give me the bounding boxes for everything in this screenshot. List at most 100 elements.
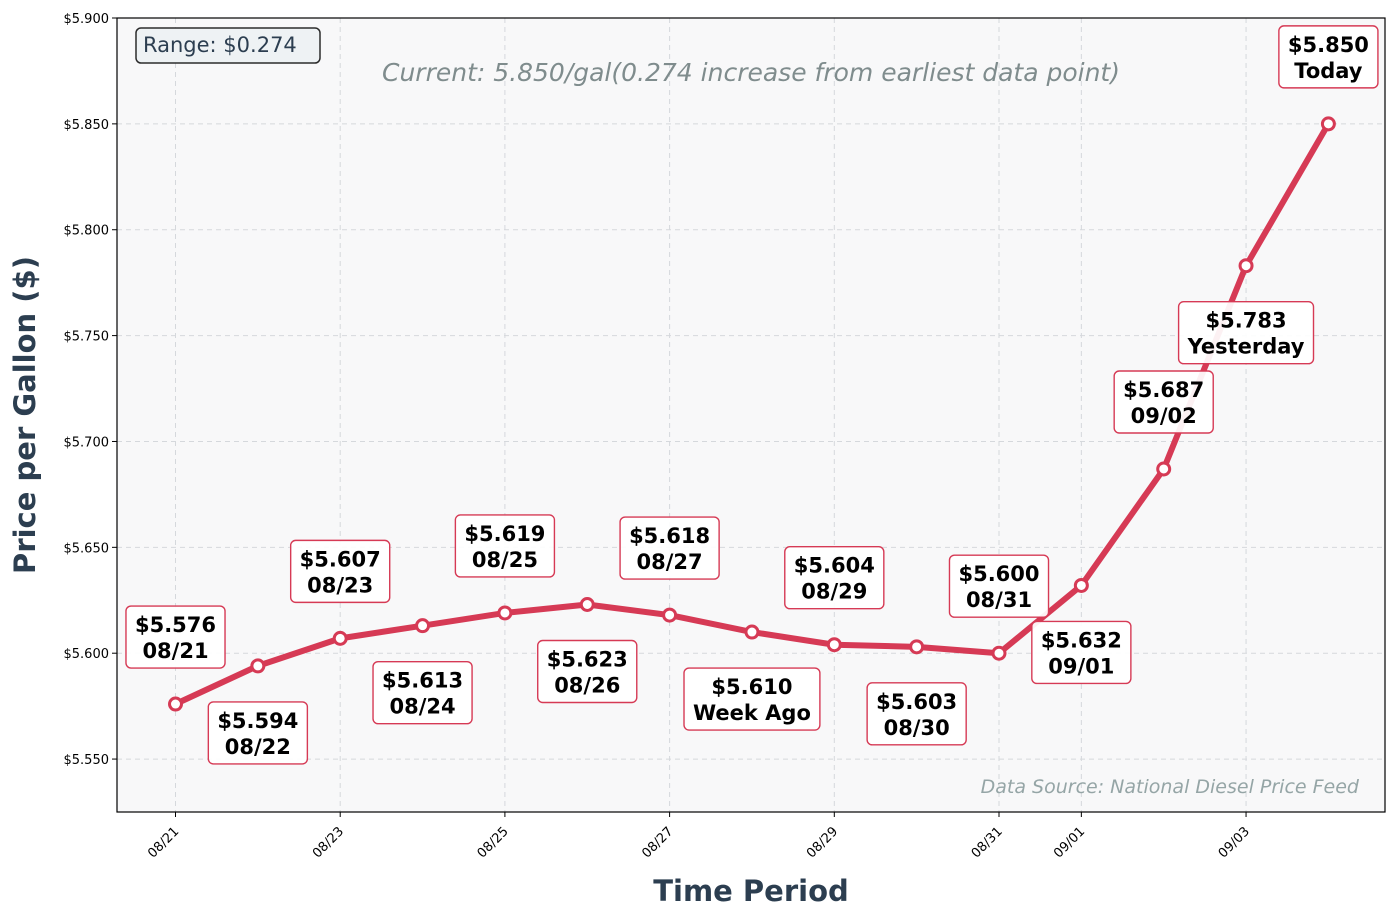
callout-date: Yesterday xyxy=(1187,335,1305,359)
callout-box xyxy=(866,682,967,746)
x-tick-label: 08/21 xyxy=(145,824,182,861)
x-tick-label: 08/31 xyxy=(969,824,1006,861)
point-callouts: $5.57608/21$5.59408/22$5.60708/23$5.6130… xyxy=(125,25,1379,765)
callout-price: $5.618 xyxy=(629,524,710,548)
x-tick-label: 09/03 xyxy=(1216,824,1253,861)
callout-date: 09/02 xyxy=(1131,404,1197,428)
callout-price: $5.632 xyxy=(1041,628,1122,652)
callout-box xyxy=(683,667,821,731)
callout-date: 08/22 xyxy=(225,735,291,759)
callout-price: $5.603 xyxy=(876,690,957,714)
callout-date: Week Ago xyxy=(693,701,811,725)
callout-box xyxy=(1031,620,1132,685)
callout-price: $5.850 xyxy=(1288,33,1369,57)
callout-date: 08/30 xyxy=(884,716,950,740)
y-tick-label: $5.700 xyxy=(64,435,110,450)
data-point-marker xyxy=(826,637,842,653)
callout-box xyxy=(289,539,391,604)
callout-date: Today xyxy=(1294,59,1363,83)
data-point-marker xyxy=(744,624,760,640)
callout-box xyxy=(1278,25,1379,89)
data-point-marker xyxy=(579,597,595,613)
range-box-frame xyxy=(135,27,321,64)
callout-price: $5.687 xyxy=(1123,378,1204,402)
x-tick-label: 08/25 xyxy=(475,824,512,861)
callout-box xyxy=(948,554,1050,618)
callout-box xyxy=(537,639,638,704)
callout-price: $5.623 xyxy=(547,648,628,672)
callout-price: $5.619 xyxy=(464,522,545,546)
data-source-note: Data Source: National Diesel Price Feed xyxy=(981,776,1360,798)
x-tick-label: 08/29 xyxy=(804,824,841,861)
data-point-marker xyxy=(332,630,348,646)
y-tick-label: $5.750 xyxy=(64,330,110,345)
data-point-marker xyxy=(250,658,266,674)
data-point-marker xyxy=(991,645,1007,661)
callout-box xyxy=(372,660,473,725)
callout-date: 08/31 xyxy=(966,588,1032,612)
plot-frame xyxy=(116,17,1386,813)
callout-price: $5.594 xyxy=(217,709,298,733)
data-point-marker xyxy=(1156,461,1172,477)
callout-price: $5.576 xyxy=(135,613,216,637)
callout-price: $5.600 xyxy=(958,562,1039,586)
x-tick-label: 08/23 xyxy=(310,824,347,861)
data-point-marker xyxy=(1320,116,1336,132)
callout-price: $5.610 xyxy=(711,675,792,699)
data-point-marker xyxy=(168,696,183,712)
y-tick-label: $5.850 xyxy=(64,118,110,133)
callout-price: $5.607 xyxy=(300,547,381,571)
callout-date: 08/27 xyxy=(637,550,703,574)
y-axis: $5.550 $5.600 $5.650 $5.700 $5.750 $5.800 $5.8… xyxy=(64,12,117,768)
point-markers xyxy=(168,116,1336,712)
y-tick-label: $5.550 xyxy=(64,753,110,768)
callout-box xyxy=(784,546,885,610)
callout-date: 08/25 xyxy=(472,548,538,572)
chart-subtitle: Current: 5.850/gal(0.274 increase from e… xyxy=(382,58,1120,87)
x-axis-title: Time Period xyxy=(653,874,849,908)
data-point-marker xyxy=(497,605,513,621)
x-axis: 08/21 08/23 08/25 08/27 08/29 08/31 09/01 09/03 xyxy=(145,812,1253,861)
callout-box xyxy=(207,701,309,765)
range-box: Range: $0.274 xyxy=(135,27,321,64)
callout-date: 08/23 xyxy=(307,573,373,597)
range-box-text: Range: $0.274 xyxy=(143,33,297,57)
callout-date: 08/21 xyxy=(142,639,208,663)
data-point-marker xyxy=(909,639,925,655)
y-tick-label: $5.800 xyxy=(64,224,110,239)
callout-price: $5.604 xyxy=(794,554,875,578)
y-axis-title: Price per Gallon ($) xyxy=(8,256,42,574)
callout-box xyxy=(125,605,226,669)
callout-date: 08/26 xyxy=(554,674,620,698)
callout-date: 08/29 xyxy=(801,580,867,604)
callout-date: 08/24 xyxy=(389,695,455,719)
y-tick-label: $5.900 xyxy=(64,12,110,27)
callout-price: $5.783 xyxy=(1206,309,1287,333)
x-tick-label: 08/27 xyxy=(639,824,676,861)
y-tick-label: $5.600 xyxy=(64,647,110,662)
callout-box xyxy=(454,514,556,578)
data-point-marker xyxy=(415,618,431,634)
data-point-marker xyxy=(662,607,678,623)
callout-date: 09/01 xyxy=(1048,654,1114,678)
callout-box xyxy=(619,516,720,580)
callout-price: $5.613 xyxy=(382,669,463,693)
callout-box xyxy=(1113,370,1214,434)
data-point-marker xyxy=(1073,577,1089,593)
